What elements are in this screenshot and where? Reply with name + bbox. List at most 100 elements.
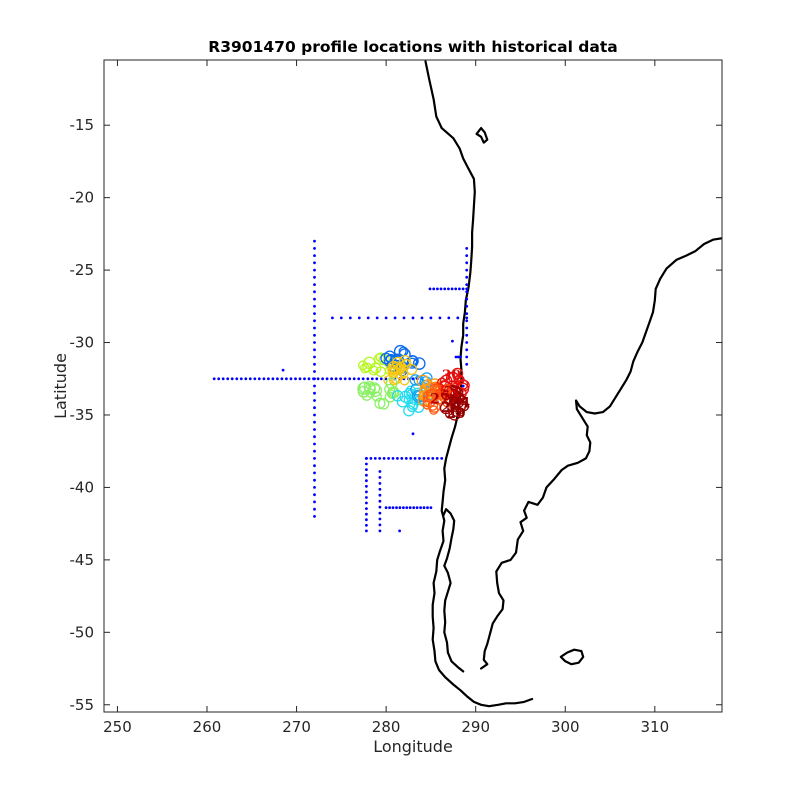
historical-point — [465, 319, 469, 323]
historical-point — [257, 377, 261, 381]
profile-marker — [445, 371, 460, 385]
historical-track-6 — [378, 470, 382, 533]
historical-point — [461, 384, 465, 388]
profile-cluster-3 — [357, 377, 400, 410]
historical-point — [465, 316, 469, 320]
historical-point — [331, 316, 334, 320]
coastline-lake-titicaca — [475, 127, 489, 144]
profile-marker — [390, 362, 402, 374]
historical-point — [365, 523, 368, 527]
historical-point — [387, 457, 390, 460]
historical-point — [465, 341, 469, 344]
historical-point — [384, 506, 388, 510]
historical-point — [465, 261, 469, 265]
historical-point — [313, 290, 316, 294]
historical-point — [454, 287, 458, 291]
historical-point — [365, 501, 368, 505]
historical-point — [465, 312, 469, 315]
historical-point — [412, 506, 416, 510]
y-tick-label: -50 — [70, 623, 95, 641]
x-tick-label: 290 — [461, 718, 490, 736]
historical-point — [436, 287, 439, 291]
historical-point — [313, 304, 316, 308]
historical-point — [378, 511, 382, 515]
x-tick-label: 250 — [103, 718, 132, 736]
historical-point — [239, 377, 243, 381]
historical-point — [413, 457, 417, 460]
profile-marker — [447, 388, 461, 402]
historical-point — [465, 348, 469, 352]
profile-marker — [368, 382, 381, 395]
historical-point — [313, 435, 316, 439]
historical-point — [235, 377, 239, 381]
profile-cluster-9 — [439, 384, 470, 421]
historical-point — [313, 384, 316, 388]
y-tick-label: -15 — [70, 116, 95, 134]
profile-number-label: 20 — [441, 400, 461, 416]
historical-point — [280, 377, 284, 381]
historical-point — [395, 506, 398, 510]
profile-marker — [410, 383, 423, 396]
historical-point — [378, 470, 382, 473]
historical-track-9 — [454, 355, 462, 359]
historical-point — [313, 341, 316, 344]
historical-point — [313, 413, 316, 417]
historical-point — [313, 283, 316, 286]
historical-point — [422, 506, 426, 510]
historical-point — [303, 377, 306, 381]
y-tick-label: -40 — [70, 478, 95, 496]
historical-point — [411, 316, 415, 320]
profile-marker — [450, 406, 462, 417]
historical-point — [402, 506, 405, 510]
historical-point — [391, 506, 395, 510]
historical-point — [450, 287, 454, 291]
historical-point — [369, 457, 373, 460]
historical-track-5 — [365, 457, 368, 533]
profile-marker — [459, 400, 470, 412]
x-tick-label: 310 — [641, 718, 670, 736]
historical-point — [348, 377, 352, 381]
profile-number-label: 1 — [451, 387, 461, 403]
historical-point — [422, 457, 426, 460]
historical-point — [465, 283, 469, 286]
ticks-layer: 250 260 270 280 290 300 310 -55 -50 -45 -40 -35 -30 -… — [70, 60, 722, 736]
coastline-falklands — [559, 648, 585, 666]
historical-point — [465, 355, 469, 359]
x-axis-label: Longitude — [373, 737, 453, 756]
historical-point — [431, 457, 435, 460]
y-tick-label: -35 — [70, 406, 95, 424]
historical-point — [378, 499, 382, 503]
historical-point — [357, 316, 361, 320]
profile-marker — [399, 375, 410, 386]
y-tick-label: -55 — [70, 696, 95, 714]
historical-point — [313, 399, 316, 402]
historical-point — [365, 457, 368, 460]
historical-point — [378, 517, 382, 521]
profile-marker — [449, 398, 460, 409]
historical-point — [285, 377, 288, 381]
profile-number-label: 2 — [430, 381, 440, 397]
y-tick-label: -45 — [70, 551, 95, 569]
historical-point — [443, 287, 447, 291]
historical-point — [451, 339, 454, 343]
historical-point — [316, 377, 320, 381]
profile-cluster-7 — [422, 382, 456, 415]
profile-marker — [395, 363, 406, 374]
historical-point — [365, 529, 368, 533]
historical-point — [366, 377, 370, 381]
chart-title: R3901470 profile locations with historic… — [208, 38, 617, 56]
historical-point — [408, 506, 412, 510]
historical-point — [378, 487, 382, 491]
historical-point — [373, 457, 377, 460]
profile-marker — [428, 400, 441, 413]
historical-point — [405, 506, 409, 510]
historical-point — [307, 377, 311, 381]
historical-point — [330, 377, 333, 381]
profile-marker — [374, 397, 386, 409]
coastline-chiloe-and-fjords — [442, 508, 465, 673]
historical-point — [230, 377, 234, 381]
historical-point — [456, 355, 460, 359]
historical-point — [465, 326, 469, 330]
historical-point — [375, 316, 379, 320]
